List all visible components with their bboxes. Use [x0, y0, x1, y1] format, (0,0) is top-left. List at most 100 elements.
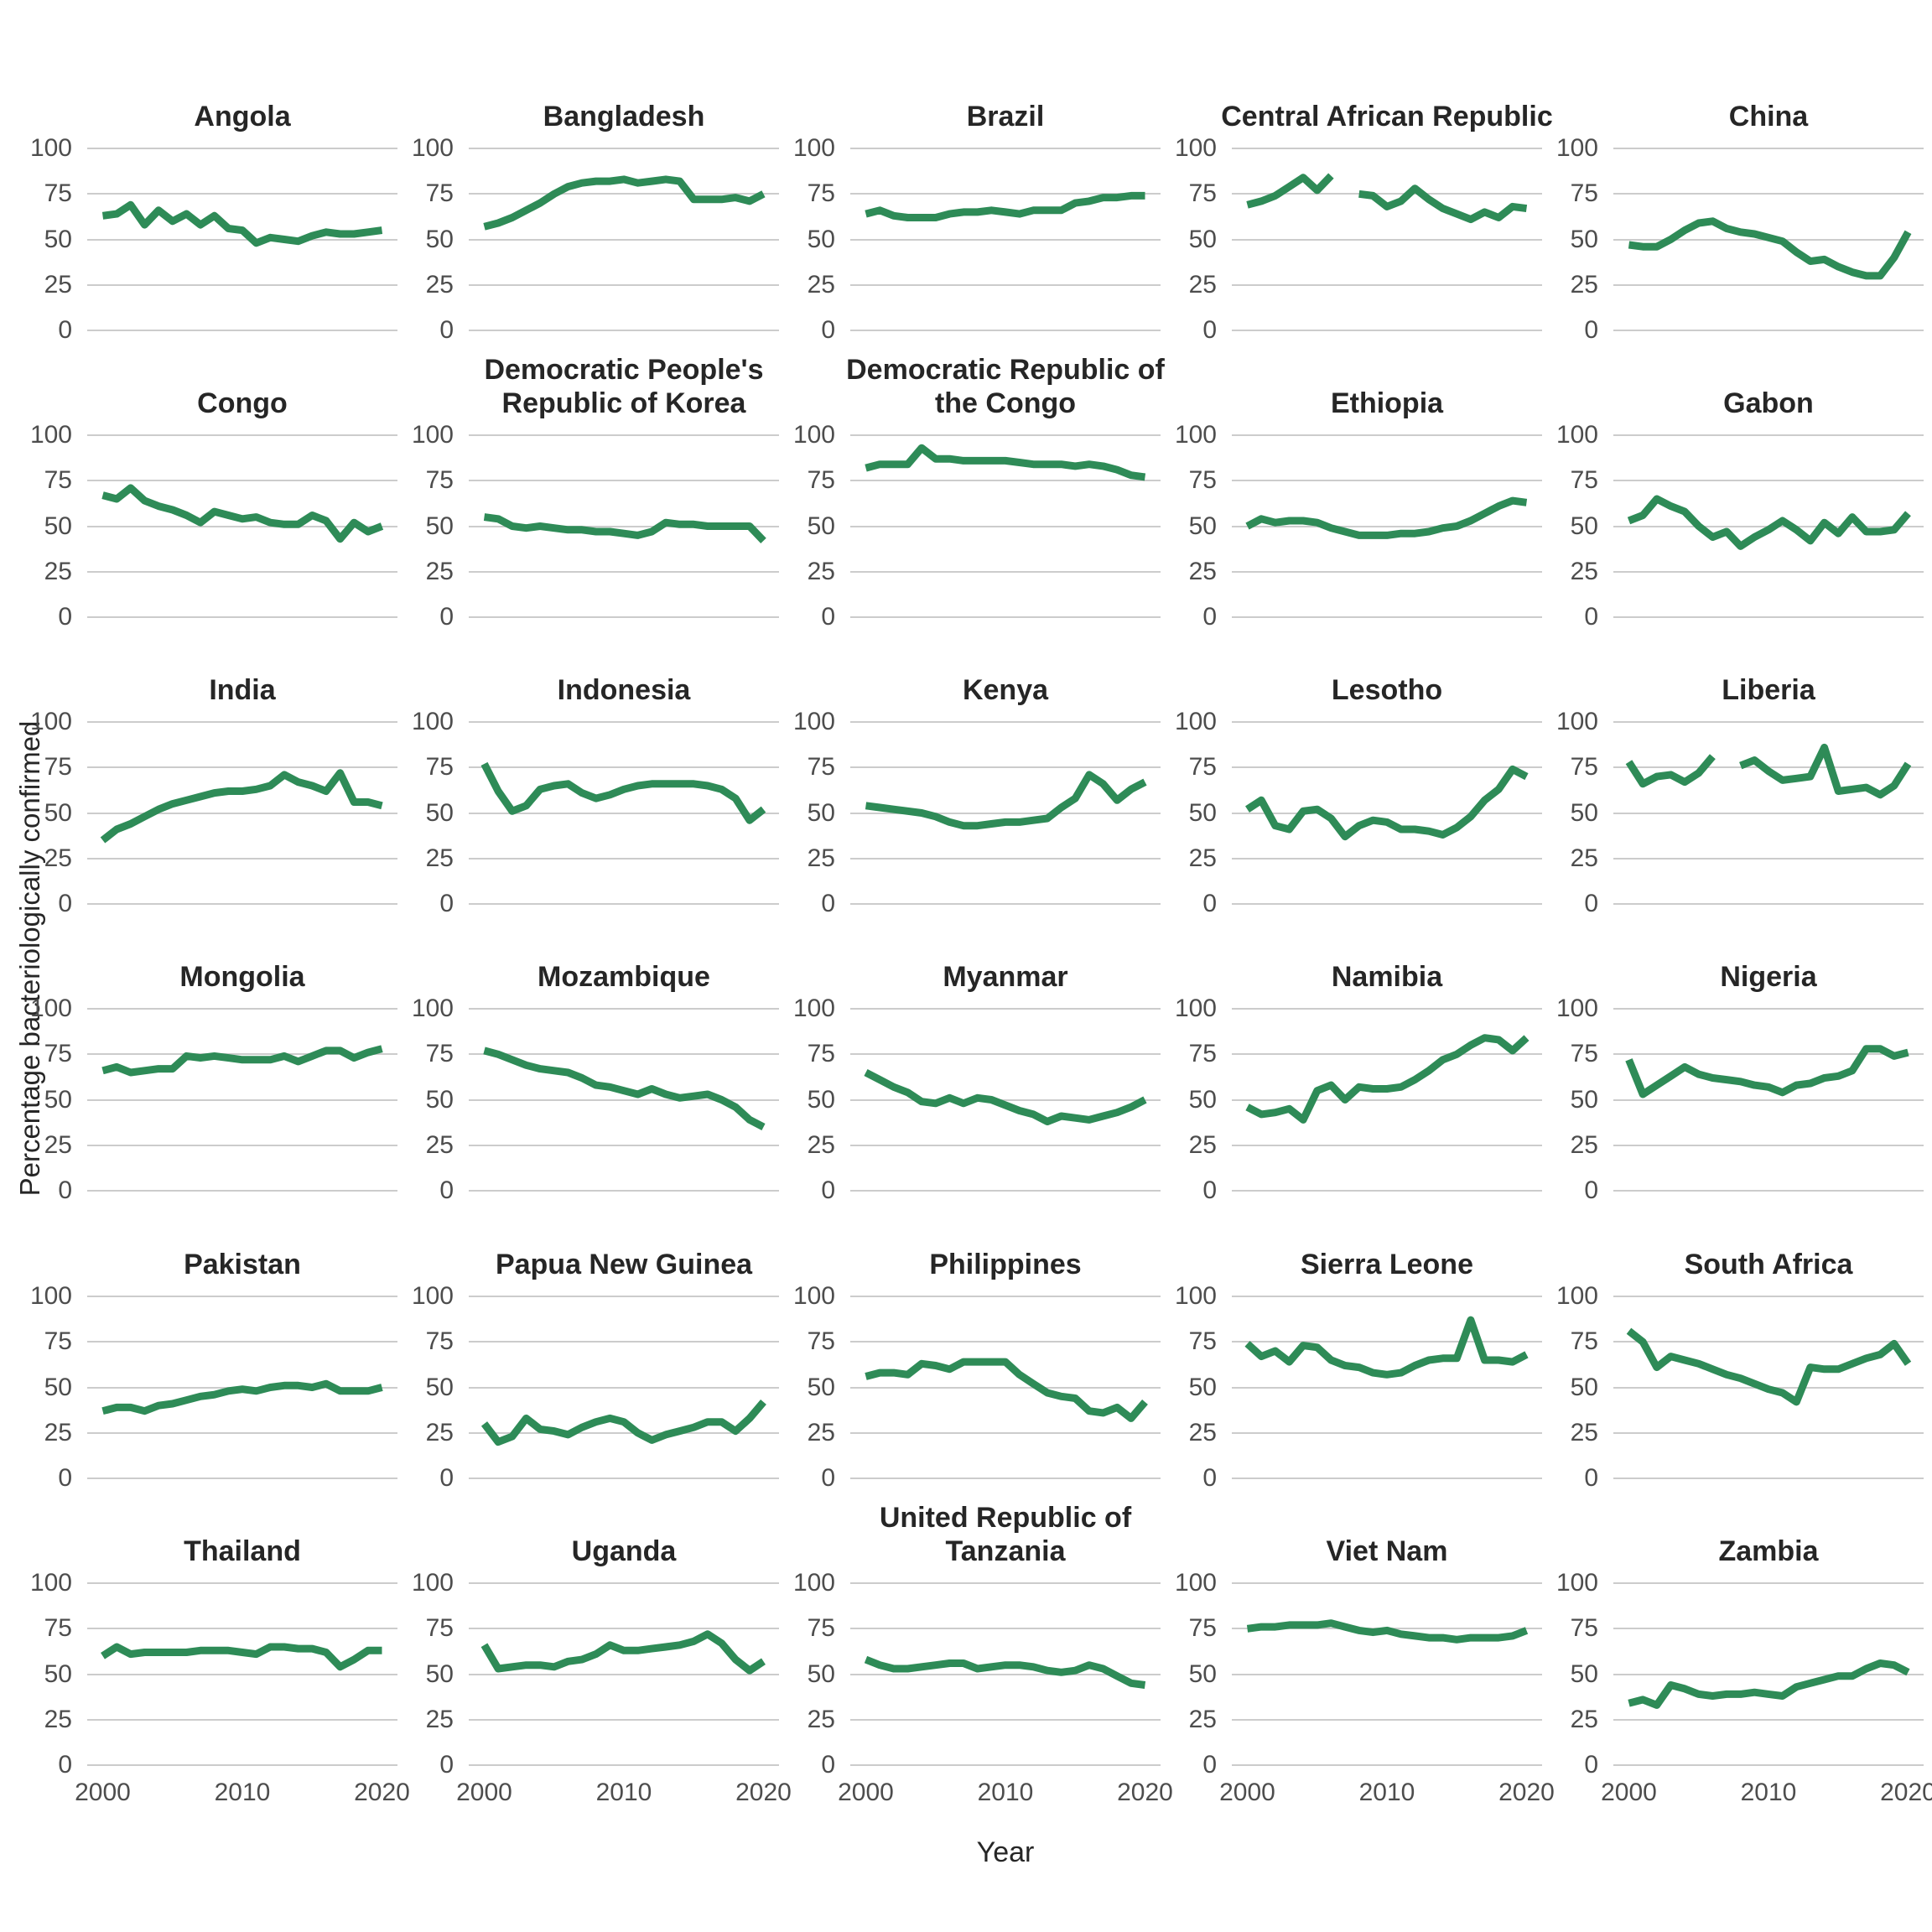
y-axis-tick-label: 25	[807, 844, 835, 872]
gridline	[1613, 1478, 1924, 1479]
gridline	[1232, 1582, 1542, 1584]
line-series	[1625, 743, 1912, 799]
line-series	[1245, 765, 1529, 841]
y-axis-tick-label: 100	[411, 708, 454, 735]
y-axis-tick-label: 50	[1188, 1659, 1217, 1688]
gridline	[469, 1673, 779, 1675]
line-series	[864, 1068, 1147, 1125]
gridline	[1613, 330, 1924, 331]
y-axis-tick-label: 50	[44, 1659, 72, 1688]
gridline	[87, 570, 397, 573]
y-axis-tick-label: 100	[792, 134, 835, 162]
gridline	[1613, 148, 1924, 149]
gridline	[87, 1341, 397, 1343]
gridline	[850, 148, 1161, 149]
gridline	[87, 434, 397, 436]
gridline	[87, 193, 397, 195]
y-axis-tick-label: 0	[439, 1176, 454, 1204]
line-series	[101, 200, 383, 247]
gridline	[850, 1628, 1161, 1630]
gridline	[1232, 1431, 1542, 1434]
gridline	[87, 148, 397, 149]
y-axis-tick-label: 100	[792, 421, 835, 449]
y-axis-tick-label: 25	[1570, 1705, 1598, 1733]
y-axis-tick-label: 50	[1570, 798, 1598, 827]
gridline	[469, 903, 779, 905]
y-axis-tick-label: 50	[1570, 225, 1598, 253]
facet-title: Ethiopia	[1330, 387, 1444, 419]
y-axis-tick-label: 0	[1202, 316, 1217, 344]
y-axis-tick-label: 0	[439, 1751, 454, 1779]
gridline	[87, 721, 397, 723]
gridline	[1613, 721, 1924, 723]
facet-title: Philippines	[929, 1249, 1082, 1280]
gridline	[1232, 570, 1542, 573]
y-axis-tick-label: 75	[425, 179, 454, 208]
gridline	[1232, 1144, 1542, 1146]
y-axis-tick-label: 0	[821, 890, 835, 917]
y-axis-tick-label: 0	[821, 316, 835, 344]
line-series	[1627, 495, 1911, 550]
y-axis-tick-label: 100	[792, 708, 835, 735]
gridline	[1232, 434, 1542, 436]
line-series	[865, 191, 1145, 221]
gridline	[469, 193, 779, 195]
gridline	[87, 766, 397, 769]
facet-title: Gabon	[1723, 387, 1814, 419]
facet-title: Sierra Leone	[1301, 1249, 1473, 1280]
facet-title: Mozambique	[538, 961, 710, 993]
y-axis-tick-label: 75	[1188, 1327, 1217, 1356]
y-axis-tick-label: 0	[1584, 890, 1598, 917]
y-axis-tick-label: 75	[807, 753, 835, 782]
y-axis-tick-label: 25	[807, 270, 835, 299]
line-series	[483, 513, 766, 544]
y-axis-tick-label: 75	[1570, 466, 1598, 495]
gridline	[1232, 766, 1542, 769]
line-series	[1244, 1316, 1529, 1379]
y-axis-tick-label: 75	[44, 466, 72, 495]
gridline	[469, 1341, 779, 1343]
y-axis-tick-label: 75	[807, 1614, 835, 1643]
x-axis-tick-label: 2000	[456, 1779, 512, 1806]
facet-title: Pakistan	[184, 1249, 301, 1280]
y-axis-tick-label: 100	[411, 421, 454, 449]
x-axis-tick-label: 2010	[1740, 1779, 1797, 1806]
y-axis-tick-label: 50	[807, 1085, 835, 1114]
gridline	[850, 525, 1161, 527]
y-axis-tick-label: 75	[425, 1327, 454, 1356]
y-axis-tick-label: 25	[425, 1418, 454, 1446]
gridline	[850, 616, 1161, 618]
gridline	[850, 1053, 1161, 1056]
line-series	[1628, 217, 1912, 280]
facet-title: Central African Republic	[1221, 101, 1553, 132]
y-axis-tick-label: 100	[1174, 421, 1217, 449]
gridline	[469, 1582, 779, 1584]
gridline	[469, 1053, 779, 1056]
x-axis-title: Year	[976, 1836, 1035, 1868]
gridline	[1613, 857, 1924, 860]
gridline	[469, 1718, 779, 1721]
gridline	[1232, 1053, 1542, 1056]
gridline	[1613, 193, 1924, 195]
y-axis-tick-label: 25	[807, 557, 835, 585]
y-axis-tick-label: 75	[1188, 1040, 1217, 1068]
y-axis-tick-label: 25	[1570, 1130, 1598, 1159]
line-series	[1628, 1659, 1910, 1709]
gridline	[87, 330, 397, 331]
y-axis-tick-label: 75	[1188, 753, 1217, 782]
gridline	[1613, 1718, 1924, 1721]
y-axis-tick-label: 100	[411, 995, 454, 1022]
y-axis-tick-label: 75	[44, 1327, 72, 1356]
gridline	[1232, 1008, 1542, 1010]
line-series	[483, 175, 766, 231]
y-axis-tick-label: 50	[807, 512, 835, 540]
gridline	[87, 1144, 397, 1146]
y-axis-tick-label: 0	[58, 1464, 72, 1492]
facet-title: Indonesia	[557, 674, 691, 706]
facet-title: Uganda	[571, 1535, 677, 1567]
gridline	[87, 616, 397, 618]
gridline	[850, 1718, 1161, 1721]
gridline	[850, 1341, 1161, 1343]
y-axis-tick-label: 0	[1584, 1464, 1598, 1492]
facet-title: Kenya	[962, 674, 1049, 706]
